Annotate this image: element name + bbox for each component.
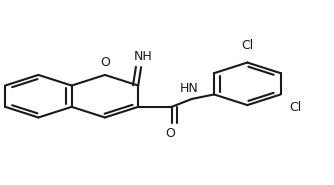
Text: O: O [165, 127, 175, 140]
Text: HN: HN [179, 82, 198, 95]
Text: Cl: Cl [241, 39, 254, 52]
Text: O: O [100, 56, 110, 69]
Text: Cl: Cl [289, 101, 302, 114]
Text: NH: NH [133, 50, 152, 63]
